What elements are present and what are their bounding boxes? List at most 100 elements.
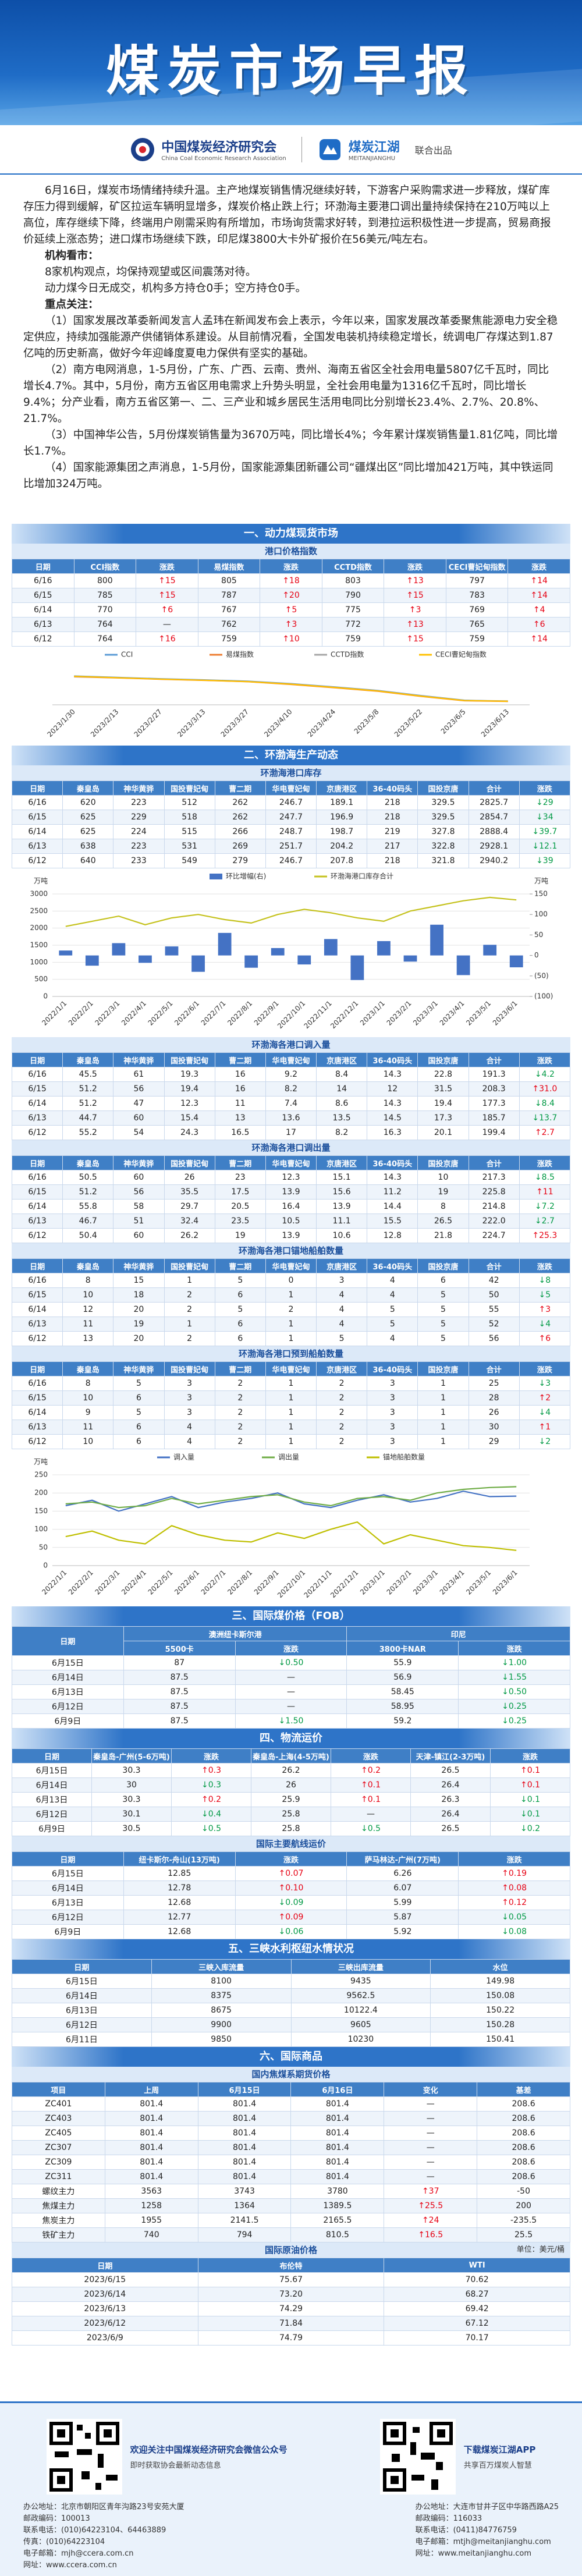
table-cell: 625 [62, 810, 114, 825]
table-cell: 13 [62, 1331, 114, 1346]
table-body: 6/16 620 223 512 262 246.7 189.1 218 329.5 2825.7… [11, 795, 571, 868]
table-title: 国际原油价格 单位：美元/桶 [12, 2243, 570, 2258]
table-cell: 1258 [104, 2198, 198, 2213]
table-cell: 6/14 [11, 1405, 63, 1420]
table-cell: 8 [62, 1376, 114, 1391]
header-cell: 日期 [11, 1155, 63, 1170]
table-cell: 58.95 [346, 1699, 459, 1714]
table-cell: 224 [113, 824, 165, 839]
table-cell: 6月12日 [12, 1910, 124, 1925]
table-cell: 19.4 [164, 1081, 215, 1097]
table-row: 6月12日 12.77 ↑0.09 5.87 ↓0.05 [12, 1910, 570, 1925]
header-cell: 合计 [468, 1361, 520, 1376]
table-cell: 767 [197, 602, 261, 618]
table-cell: ↑0.12 [458, 1895, 570, 1910]
header-cell: 涨跌 [458, 1641, 570, 1656]
header-row: 日期 澳洲纽卡斯尔港 印尼 [12, 1626, 570, 1656]
table-cell: 775 [321, 602, 385, 618]
table-cell: ↑13 [384, 573, 446, 588]
table-cell: 2165.5 [290, 2213, 385, 2228]
table-cell: 805 [197, 573, 261, 588]
focus-title: 重点关注： [45, 299, 99, 311]
header-cell: 京唐港区 [316, 1155, 368, 1170]
table-cell: 18 [113, 1287, 165, 1303]
y2-tick-label: 50 [534, 931, 543, 939]
table-cell: ↓13.7 [519, 1110, 571, 1126]
table-cell: ↑25.3 [519, 1228, 571, 1243]
table-row: ZC307 801.4 801.4 801.4—208.6 [12, 2140, 570, 2155]
table-cell: 47 [113, 1096, 165, 1111]
table-cell: 5.87 [346, 1910, 459, 1925]
header-cell: 日期 [11, 1361, 63, 1376]
table-cell: 5 [417, 1317, 469, 1332]
table-cell: 6/12 [12, 631, 74, 647]
table-cell: 6月9日 [12, 1713, 124, 1729]
table-cell: 50.5 [62, 1170, 114, 1185]
table-cell: ↑14 [508, 588, 570, 603]
table-cell: 1 [417, 1420, 469, 1435]
table-title: 环渤海各港口预到船舶数量 [12, 1346, 570, 1361]
bar [112, 943, 126, 956]
table-cell: 6/14 [11, 1302, 63, 1317]
table-cell: 5 [214, 1273, 266, 1288]
table-cell: 150.28 [430, 2017, 570, 2032]
table-cell: — [384, 2169, 478, 2184]
table-cell: 51.2 [62, 1096, 114, 1111]
table-cell: 6/12 [11, 1228, 63, 1243]
table-cell: ↓12.1 [519, 839, 571, 854]
table-cell: 87.5 [123, 1713, 236, 1729]
table-cell: 6/13 [12, 617, 74, 632]
table-cell: ↓0.2 [490, 1821, 570, 1836]
table-cell: ↓0.3 [171, 1777, 251, 1793]
table-cell: 2888.4 [468, 824, 520, 839]
table-row: 焦煤主力 1258 1364 1389.5 ↑25.5 200 [12, 2198, 570, 2213]
table-cell: ↑0.09 [235, 1910, 347, 1925]
table-row: 6月12日 30.1 ↓0.4 25.8—26.4 ↓0.1 [12, 1807, 570, 1822]
header-cell: 布伦特 [197, 2258, 385, 2273]
header-row: 日期 秦皇岛 神华黄骅 国投曹妃甸 曹二期 华电曹妃甸 京唐港区 36-40码头 国投京唐 合计涨… [11, 780, 571, 796]
table-title: 国际主要航线运价 [12, 1836, 570, 1851]
plot-background [12, 868, 570, 1037]
table-cell: 225.8 [468, 1184, 520, 1200]
table-cell: ↓2 [519, 1434, 571, 1449]
legend-label: 环渤海港口库存合计 [331, 872, 393, 881]
table-cell: ↑0.07 [235, 1866, 347, 1881]
table-cell: 6 [214, 1331, 266, 1346]
header-cell: 秦皇岛-上海(4-5万吨) [251, 1748, 331, 1764]
legend-label: 调出量 [278, 1453, 299, 1461]
table-row: 6月15日 8100 9435 149.98 [12, 1974, 570, 1989]
table-cell: 6/15 [12, 588, 74, 603]
y-tick-label: 100 [34, 1525, 48, 1533]
table-cell: 17.5 [214, 1184, 266, 1200]
table-cell: 801.4 [290, 2096, 385, 2112]
table-cell: 6/12 [11, 1434, 63, 1449]
table-cell: 150.08 [430, 1988, 570, 2003]
table-row: 2023/6/12 71.84 67.12 [12, 2316, 570, 2331]
y-tick-label: 250 [34, 1471, 48, 1479]
table-row: 6/16 8 5 3 2 1 2 3 1 25 ↓3 [11, 1376, 571, 1391]
table-cell: 204.2 [316, 839, 368, 854]
y2-axis-label: 万吨 [534, 877, 548, 885]
chart: 0 500 1000 1500 2000 2500 3000 (100) (50) 0 50 100 1… [12, 868, 570, 1037]
table-cell: 74.29 [197, 2301, 385, 2316]
header-cell: 天津-镇江(2-3万吨) [410, 1748, 491, 1764]
table-cell: 5 [367, 1317, 418, 1332]
bar [139, 955, 152, 963]
table-cell: 51.2 [62, 1081, 114, 1097]
table-cell: 208.3 [468, 1081, 520, 1097]
y2-tick-label: (100) [534, 992, 553, 1000]
table-cell: 铁矿主力 [12, 2227, 105, 2243]
table-cell: 8100 [151, 1974, 292, 1989]
table-cell: 螺纹主力 [12, 2184, 105, 2199]
table-cell: — [331, 1807, 411, 1822]
table-row: 6/13 638 223 531 269 251.7 204.2 217 322.8 2928.1… [11, 839, 571, 854]
table-cell: 6月9日 [12, 1924, 124, 1939]
joint-label: 联合出品 [414, 144, 452, 156]
table-cell: 25.5 [477, 2227, 570, 2243]
table-cell: 1 [265, 1287, 317, 1303]
header-cell: 涨跌 [384, 559, 446, 574]
table-cell: ↑14 [508, 573, 570, 588]
header-cell: 日期 [11, 1258, 63, 1273]
table-row: 6/13 764—762 ↑3 772 ↑13 765 ↑6 [12, 617, 570, 632]
table-cell: 6月15日 [12, 1974, 152, 1989]
